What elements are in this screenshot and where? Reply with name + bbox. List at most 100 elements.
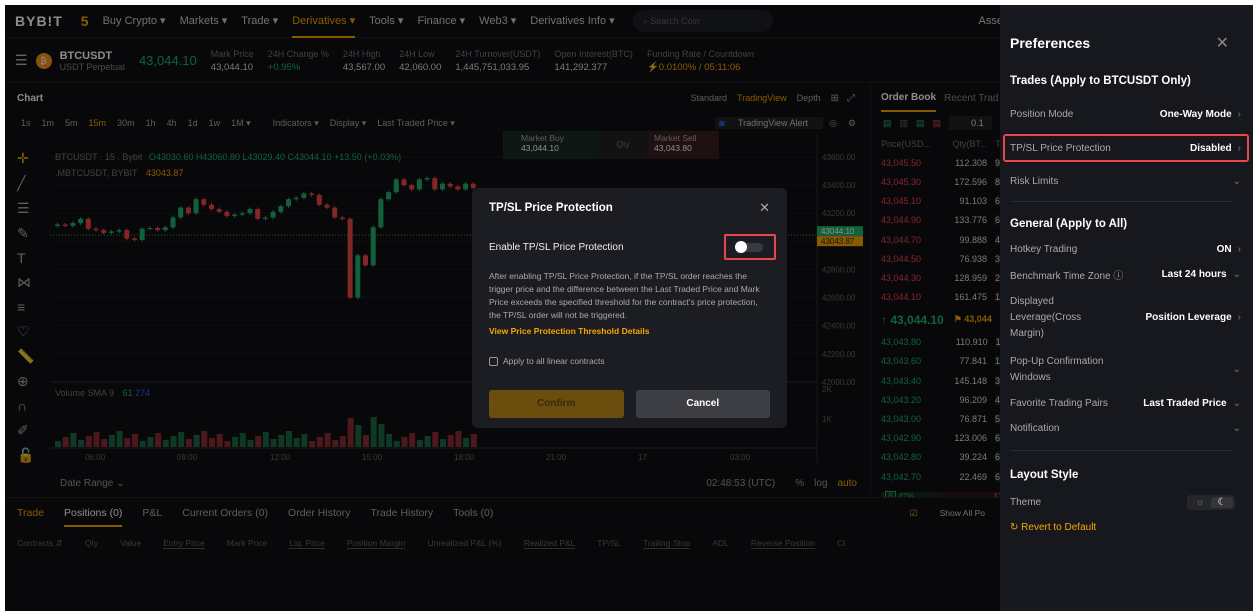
bottom-tab[interactable]: Current Orders (0) [182, 507, 269, 519]
chart-tool-dropdown[interactable]: Last Traded Price ▾ [377, 117, 455, 128]
revert-default-button[interactable]: ↻ Revert to Default [1010, 522, 1241, 533]
market-sell-button[interactable]: Market Sell 43,043.80 [648, 131, 719, 159]
timeframe-button[interactable]: 30m [117, 117, 135, 128]
search-input[interactable]: ⌕ Search Coin [632, 10, 773, 32]
threshold-details-link[interactable]: View Price Protection Threshold Details [489, 326, 650, 336]
tick-size-select[interactable]: 0.1 [949, 116, 992, 130]
fib-icon[interactable]: ☰ [17, 200, 30, 216]
nav-item[interactable]: Derivatives ▾ [292, 5, 356, 38]
bybit-logo[interactable]: BYB!T [15, 13, 63, 29]
nav-item[interactable]: Tools ▾ [369, 14, 404, 27]
nav-item[interactable]: Markets ▾ [179, 14, 228, 27]
depth-view-icon[interactable]: ▥ [899, 117, 909, 128]
timeframe-button[interactable]: 1w [208, 117, 221, 128]
order-book-row[interactable]: 43,044.90 133.776 60 [871, 211, 1005, 230]
dark-theme-icon[interactable]: ☾ [1211, 497, 1233, 508]
auto-toggle[interactable]: auto [837, 477, 857, 489]
camera-icon[interactable]: ◎ [829, 117, 837, 128]
fullscreen-icon[interactable]: ⤢ [847, 92, 855, 104]
apply-all-checkbox[interactable]: Apply to all linear contracts [489, 356, 770, 366]
trendline-icon[interactable]: ╱ [17, 175, 26, 191]
qty-input[interactable]: Qty [598, 131, 648, 159]
prediction-icon[interactable]: ≡ [17, 299, 26, 315]
timeframe-button[interactable]: 15m [88, 117, 107, 128]
bottom-tab[interactable]: Positions (0) [64, 507, 123, 527]
tradingview-alert-button[interactable]: ◙ TradingView Alert [715, 117, 824, 129]
zoom-icon[interactable]: ⊕ [17, 373, 29, 389]
timeframe-button[interactable]: 1m [41, 117, 55, 128]
crosshair-icon[interactable]: ✛ [17, 150, 29, 166]
settings-icon[interactable]: ⚙ [847, 117, 856, 128]
confirm-button[interactable]: Confirm [489, 390, 624, 418]
pattern-icon[interactable]: ⋈ [17, 274, 31, 290]
magnet-icon[interactable]: ∩ [17, 398, 28, 414]
percent-toggle[interactable]: % [795, 477, 805, 489]
show-all-positions-checkbox[interactable]: ☑ Show All Po [910, 508, 1005, 519]
nav-item[interactable]: Buy Crypto ▾ [102, 14, 166, 27]
order-book-row[interactable]: 43,044.50 76.938 36 [871, 249, 1005, 268]
popup-confirmation-row[interactable]: Pop-Up Confirmation Windows ⌄ [1010, 354, 1241, 386]
chart-view-tab[interactable]: Depth [796, 93, 821, 103]
order-book-row[interactable]: 43,045.10 91.103 69 [871, 192, 1005, 211]
timeframe-button[interactable]: 1s [21, 117, 31, 128]
brush-icon[interactable]: ✎ [17, 225, 29, 241]
order-book-row[interactable]: 43,043.40 145.148 33 [871, 371, 1005, 390]
assets-link[interactable]: Asse [978, 15, 1003, 27]
order-book-row[interactable]: 43,042.70 22.469 69 [871, 467, 1005, 486]
order-book-row[interactable]: 43,042.90 123.006 62 [871, 429, 1005, 448]
favorites-icon[interactable]: ♡ [17, 323, 30, 339]
both-view-icon[interactable]: ▤ [883, 117, 892, 128]
chart-tool-dropdown[interactable]: Display ▾ [329, 117, 367, 128]
nav-item[interactable]: Finance ▾ [417, 14, 466, 27]
bottom-tab[interactable]: Trade [17, 507, 45, 519]
timeframe-button[interactable]: 5m [65, 117, 78, 128]
hotkey-trading-row[interactable]: Hotkey Trading ON › [1010, 244, 1241, 255]
log-toggle[interactable]: log [814, 477, 828, 489]
nav-item[interactable]: Web3 ▾ [479, 14, 517, 27]
cancel-button[interactable]: Cancel [635, 390, 770, 418]
menu-icon[interactable]: ☰ [15, 52, 28, 68]
tab-recent-trades[interactable]: Recent Trad [944, 92, 999, 104]
symbol[interactable]: BTCUSDT [59, 49, 113, 62]
bottom-tab[interactable]: Order History [288, 507, 351, 519]
tab-order-book[interactable]: Order Book [881, 85, 937, 112]
order-book-row[interactable]: 43,045.50 112.308 97 [871, 153, 1005, 172]
timeframe-button[interactable]: 1M ▾ [231, 117, 251, 128]
order-book-row[interactable]: 43,044.30 128.959 29 [871, 268, 1005, 287]
order-book-row[interactable]: 43,045.30 172.596 86 [871, 172, 1005, 191]
order-book-row[interactable]: 43,044.70 99.888 46 [871, 230, 1005, 249]
nav-item[interactable]: Derivatives Info ▾ [530, 14, 615, 27]
bottom-tab[interactable]: Trade History [370, 507, 434, 519]
notification-row[interactable]: Notification ⌄ [1010, 423, 1241, 434]
tpsl-protection-row[interactable]: TP/SL Price Protection Disabled › [1003, 134, 1249, 162]
position-mode-row[interactable]: Position Mode One-Way Mode › [1010, 109, 1241, 120]
bottom-tab[interactable]: Tools (0) [453, 507, 494, 519]
favorite-pairs-row[interactable]: Favorite Trading Pairs Last Traded Price ⌄ [1010, 398, 1241, 409]
close-icon[interactable]: ✕ [759, 200, 770, 215]
ruler-icon[interactable]: 📏 [17, 348, 35, 364]
asks-view-icon[interactable]: ▤ [932, 117, 942, 128]
chart-view-tab[interactable]: TradingView [737, 93, 787, 103]
enable-protection-toggle[interactable] [724, 234, 776, 260]
nav-item[interactable]: Trade ▾ [241, 14, 279, 27]
order-book-row[interactable]: 43,043.00 76.871 50 [871, 409, 1005, 428]
order-book-row[interactable]: 43,044.10 161.475 16 [871, 288, 1005, 307]
benchmark-timezone-row[interactable]: Benchmark Time Zone ⓘ Last 24 hours ⌄ [1010, 267, 1241, 282]
help-icon[interactable]: ⓘ [1113, 271, 1124, 282]
timeframe-button[interactable]: 1h [145, 117, 156, 128]
text-icon[interactable]: T [17, 250, 26, 266]
bottom-tab[interactable]: P&L [142, 507, 163, 519]
timeframe-button[interactable]: 1d [187, 117, 198, 128]
order-book-row[interactable]: 43,042.80 39.224 66 [871, 448, 1005, 467]
risk-limits-row[interactable]: Risk Limits ⌄ [1010, 176, 1241, 187]
light-theme-icon[interactable]: ☼ [1195, 497, 1205, 508]
bids-view-icon[interactable]: ▤ [916, 117, 925, 128]
unlock-icon[interactable]: 🔓 [17, 447, 35, 463]
market-buy-button[interactable]: Market Buy 43,044.10 [503, 131, 598, 159]
layout-icon[interactable]: ⊞ [830, 92, 839, 104]
order-book-row[interactable]: 43,043.20 96.209 43 [871, 390, 1005, 409]
displayed-leverage-row[interactable]: Displayed Leverage(Cross Margin) Position… [1010, 294, 1241, 342]
order-book-row[interactable]: 43,043.60 77.841 18 [871, 352, 1005, 371]
date-range-button[interactable]: Date Range ⌄ [60, 477, 125, 489]
anniversary-icon[interactable]: 5 [80, 13, 89, 29]
